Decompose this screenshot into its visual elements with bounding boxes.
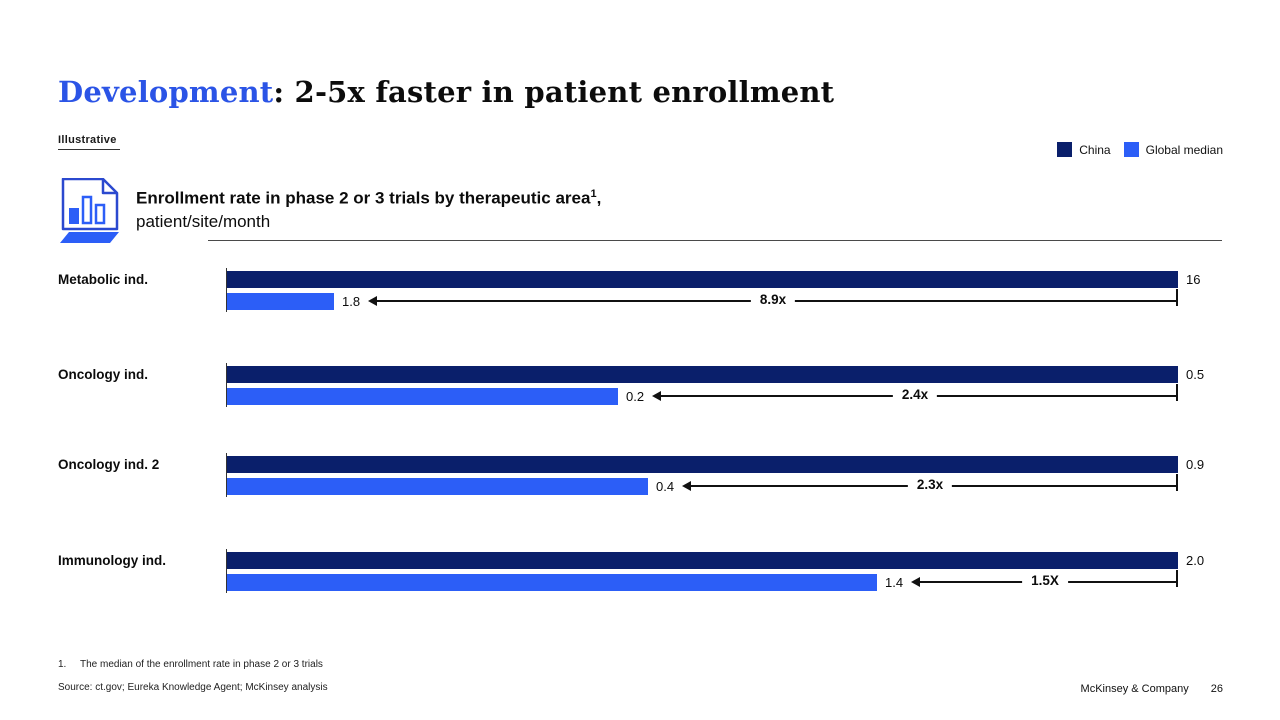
legend: China Global median — [1057, 142, 1223, 157]
bar-global — [227, 478, 648, 495]
legend-swatch-china — [1057, 142, 1073, 157]
axis-baseline — [226, 453, 227, 497]
bar-global — [227, 574, 877, 591]
legend-label-global: Global median — [1145, 142, 1223, 157]
chart-row: Metabolic ind. 16 1.8 8.9x — [0, 268, 1280, 317]
chart-row: Immunology ind. 2.0 1.4 1.5X — [0, 549, 1280, 598]
axis-baseline — [226, 363, 227, 407]
ratio-label: 8.9x — [750, 292, 796, 307]
source-line: Source: ct.gov; Eureka Knowledge Agent; … — [58, 682, 328, 693]
value-label-china: 0.5 — [1186, 367, 1205, 382]
bar-china — [227, 366, 1178, 383]
value-label-global: 0.4 — [656, 479, 675, 494]
ratio-arrow-end-tick — [1176, 384, 1178, 401]
footnote-marker: 1. — [58, 659, 67, 670]
ratio-arrow-end-tick — [1176, 474, 1178, 491]
category-label: Oncology ind. 2 — [58, 457, 160, 472]
title-rest: : 2-5x faster in patient enrollment — [273, 75, 835, 110]
chart-row: Oncology ind. 2 0.9 0.4 2.3x — [0, 453, 1280, 502]
chart-subtitle: patient/site/month — [136, 211, 271, 231]
bar-global — [227, 293, 334, 310]
footnote: 1. The median of the enrollment rate in p… — [58, 659, 323, 670]
category-label: Oncology ind. — [58, 367, 148, 382]
page-number: 26 — [1210, 683, 1223, 695]
page-title: Development: 2-5x faster in patient enro… — [58, 75, 834, 109]
header-rule — [208, 240, 1222, 241]
legend-label-china: China — [1079, 142, 1111, 157]
ratio-arrow-end-tick — [1176, 289, 1178, 306]
bar-chart-document-icon — [58, 177, 122, 249]
ratio-arrow-head — [368, 296, 377, 306]
value-label-global: 1.8 — [342, 294, 361, 309]
chart-header: Enrollment rate in phase 2 or 3 trials b… — [136, 183, 601, 233]
chart-row: Oncology ind. 0.5 0.2 2.4x — [0, 363, 1280, 412]
ratio-arrow-end-tick — [1176, 570, 1178, 587]
value-label-china: 0.9 — [1186, 457, 1205, 472]
legend-item-china: China — [1057, 142, 1111, 157]
axis-baseline — [226, 549, 227, 593]
chart-title: Enrollment rate in phase 2 or 3 trials b… — [136, 188, 602, 208]
bar-china — [227, 456, 1178, 473]
bar-global — [227, 388, 618, 405]
category-label: Metabolic ind. — [58, 272, 149, 287]
ratio-label: 2.3x — [907, 477, 953, 492]
footer-company: McKinsey & Company — [1080, 683, 1189, 695]
value-label-china: 2.0 — [1186, 553, 1205, 568]
value-label-global: 0.2 — [626, 389, 645, 404]
ratio-arrow-head — [682, 481, 691, 491]
title-highlight: Development — [58, 75, 274, 110]
legend-item-global: Global median — [1123, 142, 1223, 157]
ratio-label: 1.5X — [1022, 573, 1068, 588]
value-label-global: 1.4 — [885, 575, 904, 590]
axis-baseline — [226, 268, 227, 312]
legend-swatch-global — [1123, 142, 1139, 157]
bar-china — [227, 271, 1178, 288]
value-label-china: 16 — [1186, 272, 1201, 287]
category-label: Immunology ind. — [58, 553, 166, 568]
footer: McKinsey & Company 26 — [1081, 683, 1223, 695]
footnote-reference: 1 — [590, 188, 597, 200]
footnote-text: The median of the enrollment rate in pha… — [80, 659, 323, 670]
ratio-arrow-head — [911, 577, 920, 587]
illustrative-tag: Illustrative — [58, 134, 120, 150]
ratio-arrow-head — [652, 391, 661, 401]
bar-china — [227, 552, 1178, 569]
ratio-label: 2.4x — [892, 387, 938, 402]
